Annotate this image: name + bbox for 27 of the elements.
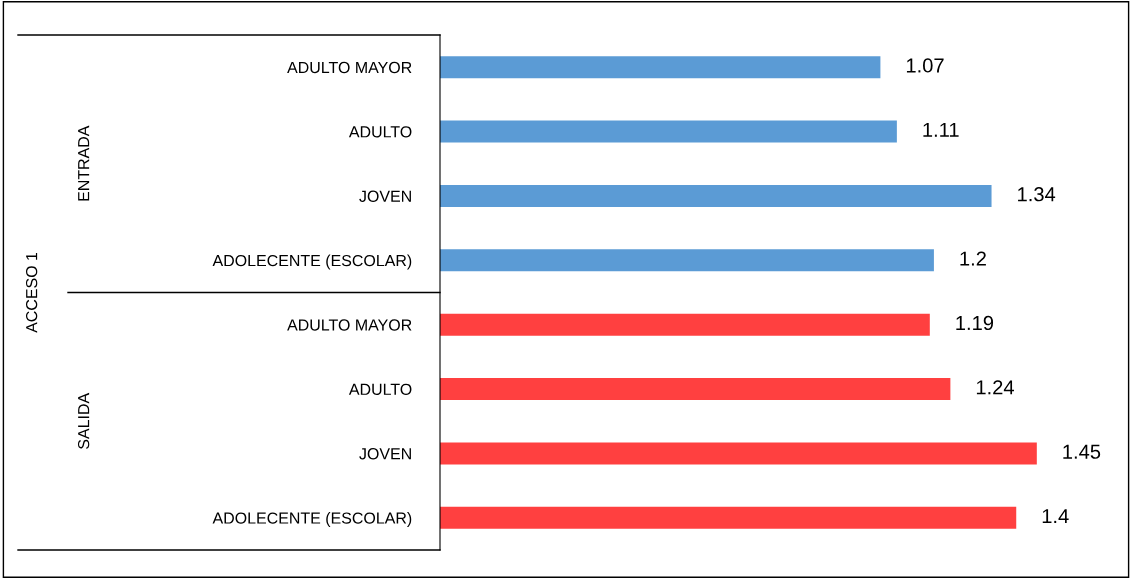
data-label: 1.19 xyxy=(956,315,994,331)
data-label: 1.2 xyxy=(960,251,986,266)
bar xyxy=(440,120,897,143)
data-label: 1.4 xyxy=(1042,509,1069,524)
data-label: 1.24 xyxy=(976,380,1014,395)
y-tick-label: ADULTO MAYOR xyxy=(287,319,412,331)
data-label: 1.45 xyxy=(1063,444,1101,459)
bar xyxy=(440,506,1017,529)
bar xyxy=(440,249,934,272)
bar xyxy=(440,378,951,401)
y-tick-label: ADULTO MAYOR xyxy=(287,61,412,74)
data-label: 1.11 xyxy=(923,122,959,137)
bar xyxy=(440,184,992,207)
text: ACCESO 1 xyxy=(25,252,38,333)
text: ENTRADA xyxy=(78,125,90,201)
bar xyxy=(440,56,881,79)
data-label: 1.07 xyxy=(906,58,944,73)
y-tick-label: JOVEN xyxy=(359,448,411,460)
data-label: 1.34 xyxy=(1018,187,1056,202)
bar xyxy=(440,442,1037,465)
y-tick-label: ADOLECENTE (ESCOLAR) xyxy=(212,254,412,270)
y-tick-label: ADULTO xyxy=(348,126,412,138)
y-tick-label: ADULTO xyxy=(348,383,412,396)
y-tick-label: JOVEN xyxy=(359,190,411,202)
text: SALIDA xyxy=(77,392,90,449)
y-tick-label: ADOLECENTE (ESCOLAR) xyxy=(212,512,412,527)
bar xyxy=(440,313,930,336)
